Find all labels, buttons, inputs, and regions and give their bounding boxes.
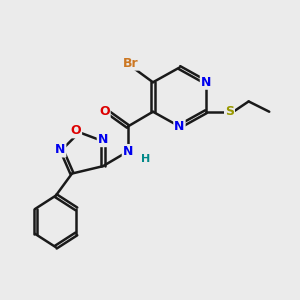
Text: N: N xyxy=(174,120,184,133)
Text: N: N xyxy=(98,133,108,146)
Text: O: O xyxy=(70,124,81,137)
Text: Br: Br xyxy=(123,57,139,70)
Text: N: N xyxy=(123,145,133,158)
Text: O: O xyxy=(99,105,110,118)
Text: N: N xyxy=(201,76,211,89)
Text: S: S xyxy=(225,105,234,118)
Text: H: H xyxy=(141,154,150,164)
Text: N: N xyxy=(55,143,65,157)
